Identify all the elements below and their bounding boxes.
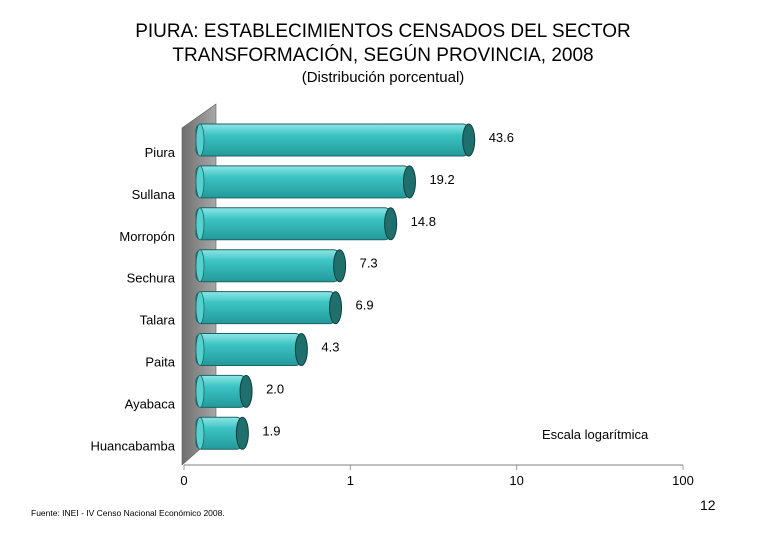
bar-body [195,165,410,199]
bar-end-cap [402,165,416,199]
bar-end-cap [333,249,347,283]
bar [195,165,416,199]
bar-body [195,207,392,241]
category-label: Sechura [127,271,176,286]
source-note: Fuente: INEI - IV Censo Nacional Económi… [31,508,225,518]
value-label: 7.3 [360,256,378,271]
bar-body [195,249,341,283]
page-number: 12 [700,497,716,513]
x-tick-label: 100 [672,473,694,488]
value-label: 14.8 [411,214,436,229]
category-label: Sullana [132,187,176,202]
bar [195,123,476,157]
bar-body [195,333,302,366]
value-label: 19.2 [429,172,454,187]
bar-end-cap [329,291,343,325]
chart-title-line1: PIURA: ESTABLECIMIENTOS CENSADOS DEL SEC… [135,21,631,42]
chart-side-wall [181,103,217,466]
bar [195,416,249,450]
chart-title-line2: TRANSFORMACIÓN, SEGÚN PROVINCIA, 2008 [172,45,594,66]
bar-start-cap [195,291,205,325]
category-label: Ayabaca [125,396,176,411]
x-tick-label: 10 [509,473,523,488]
x-tick-label: 1 [347,473,354,488]
category-label: Huancabamba [90,438,175,453]
x-tick-label: 0 [180,473,187,488]
bar-start-cap [195,374,205,408]
value-label: 2.0 [266,381,284,396]
bar [195,333,308,366]
bar [195,249,347,283]
bar-start-cap [195,249,205,283]
bar-start-cap [195,207,205,241]
bar [195,374,253,408]
category-label: Morropón [119,229,175,244]
value-label: 1.9 [262,423,280,438]
bar-start-cap [195,165,205,199]
bar-end-cap [294,333,308,366]
bar [195,207,398,241]
value-label: 6.9 [356,298,374,313]
category-label: Talara [140,313,176,328]
category-label: Paita [145,355,175,370]
bar-start-cap [195,416,205,450]
bar-end-cap [235,416,249,450]
bar-body [195,291,337,325]
bar-end-cap [239,374,253,408]
bar-end-cap [384,207,398,241]
category-label: Piura [145,145,176,160]
bar-body [195,123,470,157]
bar-start-cap [195,333,205,366]
bar-end-cap [462,123,476,157]
bar-start-cap [195,123,205,157]
value-label: 43.6 [489,130,514,145]
chart-title: PIURA: ESTABLECIMIENTOS CENSADOS DEL SEC… [0,20,766,68]
scale-annotation: Escala logarítmica [542,427,649,442]
chart-subtitle: (Distribución porcentual) [301,69,465,86]
bar [195,291,343,325]
value-label: 4.3 [321,340,339,355]
